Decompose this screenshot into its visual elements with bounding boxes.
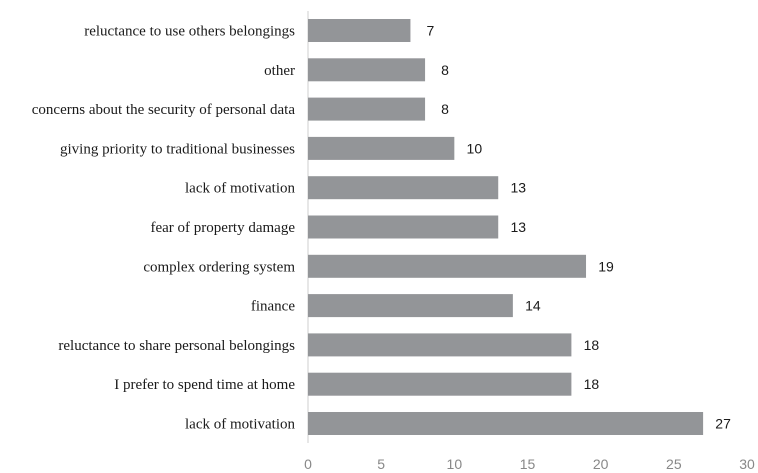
x-axis-ticks: 0 5 10 15 20 25 30 [304, 456, 755, 472]
category-label: concerns about the security of personal … [32, 102, 296, 118]
data-label: 13 [510, 219, 526, 235]
data-label: 14 [525, 298, 541, 314]
category-label: I prefer to spend time at home [114, 377, 295, 393]
data-label: 8 [441, 62, 449, 78]
bar [308, 372, 572, 396]
x-tick-label: 20 [593, 456, 609, 472]
category-label: complex ordering system [143, 259, 295, 275]
x-tick-label: 0 [304, 456, 312, 472]
data-label: 18 [584, 376, 600, 392]
data-label: 27 [715, 416, 731, 432]
bar [308, 176, 499, 200]
bar [308, 412, 704, 435]
bar [308, 58, 426, 82]
x-tick-label: 25 [666, 456, 682, 472]
x-tick-label: 5 [377, 456, 385, 472]
category-label: lack of motivation [185, 181, 295, 197]
category-label: reluctance to use others belongings [84, 24, 295, 40]
bar [308, 215, 499, 239]
data-label: 10 [467, 140, 483, 156]
bar [308, 136, 455, 160]
bars-group [308, 19, 704, 435]
bar [308, 97, 426, 121]
category-label: lack of motivation [185, 417, 295, 433]
category-label: other [264, 63, 295, 79]
bar [308, 254, 587, 278]
category-label: giving priority to traditional businesse… [60, 141, 295, 157]
value-labels: 7 8 8 10 13 13 19 14 18 18 27 [427, 23, 732, 432]
category-label: fear of property damage [150, 220, 295, 236]
data-label: 13 [510, 180, 526, 196]
x-tick-label: 30 [739, 456, 755, 472]
x-tick-label: 10 [447, 456, 463, 472]
category-label: reluctance to share personal belongings [58, 338, 295, 354]
category-labels: reluctance to use others belongings other… [32, 24, 296, 433]
category-label: finance [251, 299, 295, 315]
data-label: 7 [427, 23, 435, 39]
x-tick-label: 15 [520, 456, 536, 472]
bar [308, 333, 572, 357]
data-label: 19 [598, 258, 614, 274]
bar [308, 294, 513, 318]
data-label: 8 [441, 101, 449, 117]
bar [308, 19, 411, 42]
data-label: 18 [584, 337, 600, 353]
